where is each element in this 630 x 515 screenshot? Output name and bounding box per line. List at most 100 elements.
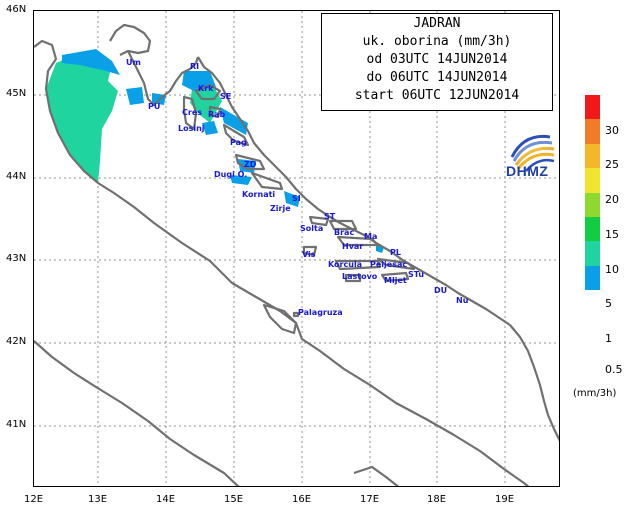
place-label: DU: [434, 286, 447, 295]
coast-kvarner: [197, 56, 511, 326]
island-palagruza: [292, 311, 300, 318]
coast-gargano: [262, 303, 298, 335]
lon-label: 16E: [292, 494, 312, 505]
legend-swatch-1: [585, 241, 600, 266]
legend-swatch-20: [585, 143, 600, 169]
place-label: Pag: [230, 138, 247, 147]
precip-trace-istria: [126, 87, 144, 105]
precip-kvarner: [190, 87, 222, 123]
island-krk: [194, 83, 222, 101]
place-label: Ma: [364, 232, 377, 241]
island-brac: [328, 219, 358, 231]
lon-label: 19E: [495, 494, 515, 505]
island-dugi: [234, 153, 266, 171]
lon-label: 15E: [224, 494, 244, 505]
island-cres: [182, 95, 198, 131]
lat-label: 43N: [6, 253, 27, 264]
place-label: STu: [408, 270, 424, 279]
place-label: Nu: [456, 296, 469, 305]
place-label: Lastovo: [342, 272, 378, 281]
coast-montenegro: [509, 324, 559, 442]
legend-tick: 30: [605, 124, 619, 137]
lon-label: 12E: [24, 494, 44, 505]
place-label: PU: [148, 102, 160, 111]
legend-tick: 5: [605, 297, 612, 310]
lat-label: 45N: [6, 88, 27, 99]
legend-tick: 10: [605, 263, 619, 276]
place-label: Cres: [182, 108, 202, 117]
title-box: JADRAN uk. oborina (mm/3h) od 03UTC 14JU…: [321, 13, 553, 111]
coast-italy-east: [97, 182, 530, 486]
precip-trace-losinj: [202, 121, 218, 135]
place-label: SE: [220, 92, 231, 101]
legend-swatch-25: [585, 119, 600, 144]
legend-swatch-15: [585, 168, 600, 193]
place-label: RI: [190, 62, 199, 71]
legend-swatch-10: [585, 192, 600, 217]
place-labels: Um RI Krk SE PU Cres Rab Losinj Pag ZD D…: [126, 58, 469, 317]
place-label: Korcula: [328, 260, 362, 269]
lat-label: 41N: [6, 419, 27, 430]
title-from: od 03UTC 14JUN2014: [366, 52, 508, 67]
island-pag: [222, 123, 250, 147]
title-start: start 06UTC 12JUN2014: [354, 88, 520, 103]
legend-tick: 25: [605, 158, 619, 171]
place-label: SI: [292, 194, 301, 203]
legend-tick: 20: [605, 193, 619, 206]
place-label: ZD: [244, 160, 257, 169]
legend-colorbar: [585, 95, 600, 291]
legend-unit: (mm/3h): [573, 388, 617, 399]
place-label: Zirje: [270, 204, 291, 213]
coast-italy-southwest: [34, 340, 240, 486]
lon-label: 13E: [88, 494, 108, 505]
place-label: Um: [126, 58, 141, 67]
place-label: Krk: [198, 84, 214, 93]
coastlines: [34, 23, 559, 486]
dhmz-logo-icon: [510, 134, 555, 172]
legend-tick: 0.5: [605, 363, 623, 376]
island-korcula: [334, 259, 382, 271]
island-peljesac: [376, 257, 416, 271]
place-label: PL: [390, 248, 401, 257]
place-label: Solta: [300, 224, 323, 233]
legend-swatch-0.5: [585, 265, 600, 291]
lat-label: 46N: [6, 4, 27, 15]
place-label: Kornati: [242, 190, 275, 199]
legend-tick: 15: [605, 228, 619, 241]
title-region: JADRAN: [413, 16, 461, 31]
place-label: Hvar: [342, 242, 363, 251]
place-label: ST: [324, 212, 336, 221]
place-label: Palagruza: [298, 308, 343, 317]
place-label: Vis: [302, 250, 316, 259]
logo-text: DHMZ: [506, 163, 549, 179]
coast-italy-north: [34, 39, 99, 184]
lon-label: 17E: [360, 494, 380, 505]
coast-italy-south: [353, 465, 400, 486]
lat-label: 42N: [6, 336, 27, 347]
title-variable: uk. oborina (mm/3h): [362, 34, 512, 49]
place-label: Peljesac: [370, 260, 407, 269]
precip-trace-west: [62, 49, 120, 75]
precipitation-areas: [46, 49, 384, 253]
map-canvas: Um RI Krk SE PU Cres Rab Losinj Pag ZD D…: [34, 11, 559, 486]
place-label: Brac: [334, 228, 354, 237]
island-rab: [208, 105, 222, 119]
island-mljet: [380, 271, 410, 283]
lon-label: 18E: [427, 494, 447, 505]
place-label: Mljet: [384, 276, 407, 285]
coast-gulf-trieste: [109, 23, 152, 55]
legend-tick: 1: [605, 332, 612, 345]
island-hvar: [336, 235, 380, 247]
place-label: Losinj: [178, 124, 205, 133]
title-to: do 06UTC 14JUN2014: [366, 70, 508, 85]
island-vis: [302, 245, 318, 257]
place-label: Rab: [208, 110, 226, 119]
precip-trace-dugi: [230, 175, 252, 185]
coast-istria: [119, 49, 200, 107]
island-solta: [308, 215, 330, 227]
precip-north-adriatic: [46, 53, 118, 183]
lon-label: 14E: [156, 494, 176, 505]
precip-trace-sibenik: [284, 191, 300, 207]
lat-label: 44N: [6, 171, 27, 182]
precip-velebit: [220, 107, 248, 135]
